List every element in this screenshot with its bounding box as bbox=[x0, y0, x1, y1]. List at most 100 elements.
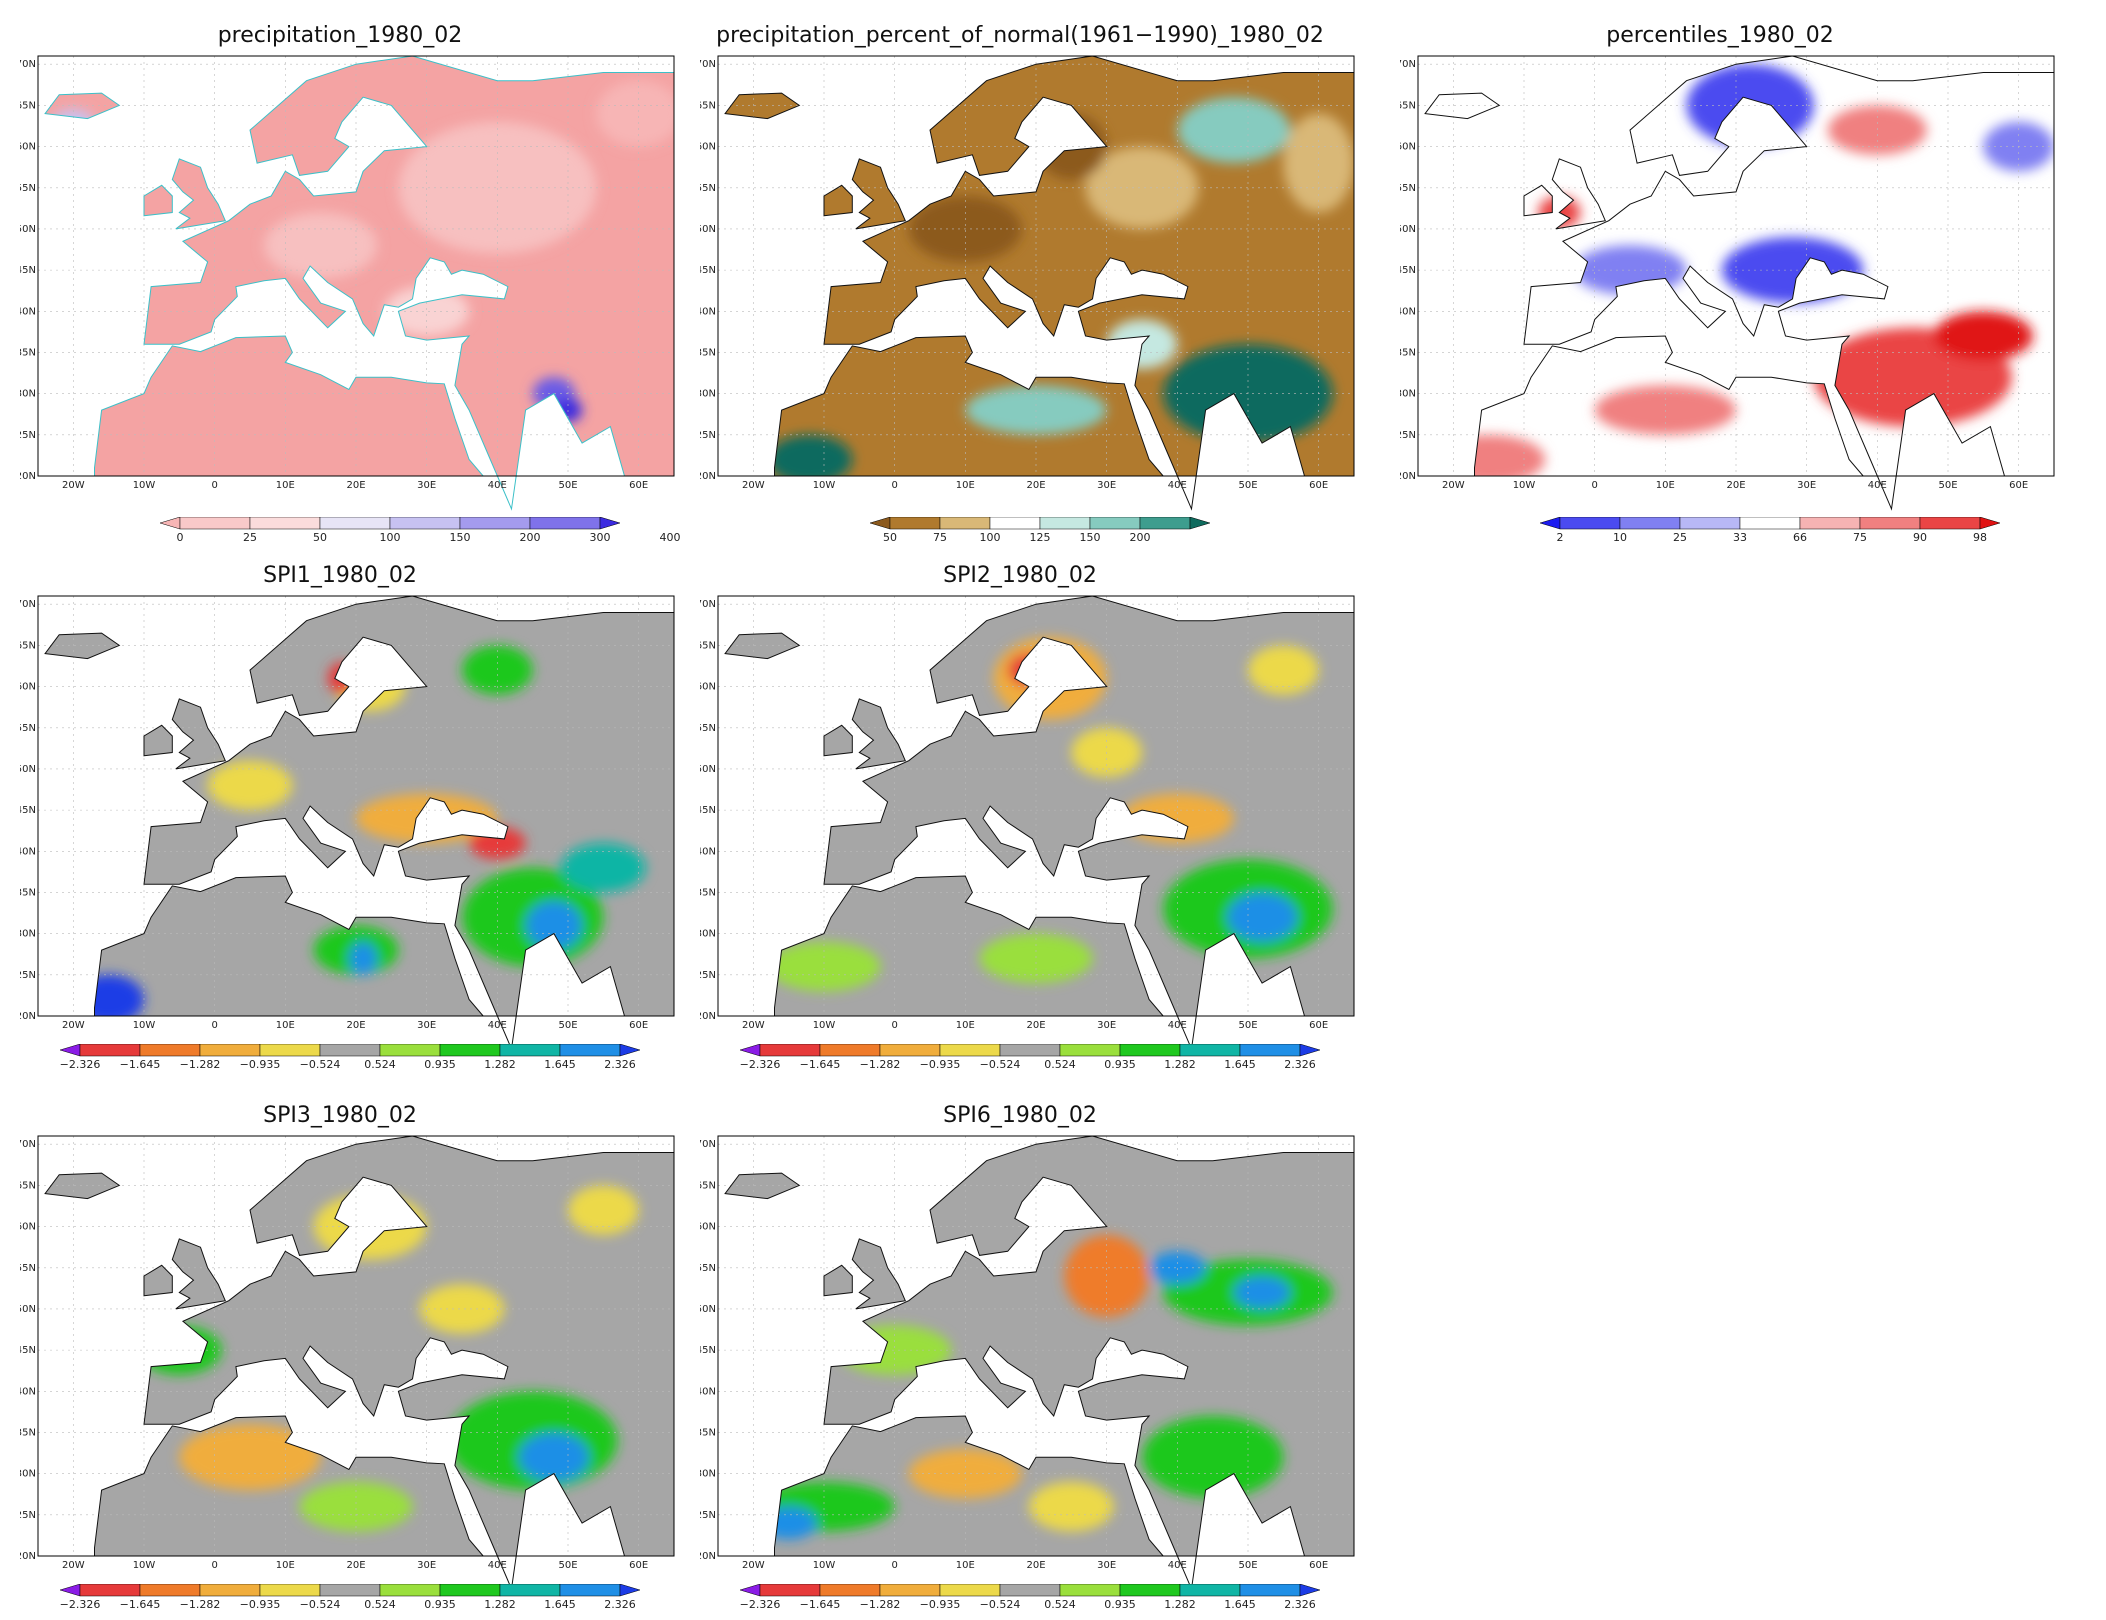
lon-label: 20E bbox=[346, 480, 365, 491]
lon-label: 50E bbox=[558, 480, 577, 491]
lon-label: 10W bbox=[1513, 480, 1536, 491]
colorbar-swatch bbox=[319, 1584, 381, 1597]
lat-label: 65N bbox=[20, 1180, 36, 1191]
lat-label: 30N bbox=[700, 1469, 716, 1480]
panel-title: precipitation_1980_02 bbox=[217, 23, 463, 48]
lat-label: 60N bbox=[20, 682, 36, 693]
colorbar-swatch bbox=[499, 1584, 561, 1597]
lon-label: 20W bbox=[742, 1020, 765, 1031]
colorbar-label: −2.326 bbox=[59, 1598, 101, 1611]
lat-label: 65N bbox=[700, 640, 716, 651]
lon-label: 10W bbox=[813, 480, 836, 491]
lat-label: 30N bbox=[20, 389, 36, 400]
colorbar-label: 150 bbox=[449, 531, 471, 544]
colorbar-swatch bbox=[819, 1044, 881, 1057]
colorbar-label: 0.524 bbox=[1044, 1598, 1076, 1611]
lon-label: 20E bbox=[1026, 1560, 1045, 1571]
lat-label: 20N bbox=[1400, 471, 1416, 482]
colorbar-swatch bbox=[79, 1044, 141, 1057]
map-spi3: 70N 65N 60N 55N 50N 45N 40N 35N 30N 25N 20N 20W 10W 0… bbox=[20, 1135, 675, 1591]
lat-label: 40N bbox=[20, 1386, 36, 1397]
colorbar-label: 100 bbox=[979, 531, 1001, 544]
colorbar-label: 0 bbox=[176, 531, 184, 544]
lat-label: 35N bbox=[1400, 347, 1416, 358]
panel-title: SPI1_1980_02 bbox=[263, 563, 417, 588]
lat-label: 65N bbox=[20, 100, 36, 111]
lat-label: 55N bbox=[20, 1263, 36, 1274]
colorbar-swatch bbox=[379, 1584, 441, 1597]
colorbar-swatch bbox=[139, 1584, 201, 1597]
colorbar-bar bbox=[1540, 517, 2000, 530]
colorbar-swatch bbox=[459, 517, 531, 530]
field-blob bbox=[1028, 1481, 1114, 1532]
colorbar-swatch bbox=[199, 1584, 261, 1597]
colorbar-label: 1.282 bbox=[484, 1058, 516, 1071]
colorbar-swatch bbox=[379, 1044, 441, 1057]
colorbar-swatch bbox=[740, 1044, 761, 1057]
panel-title: SPI3_1980_02 bbox=[263, 1103, 417, 1128]
lat-label: 40N bbox=[700, 1386, 716, 1397]
map-frame bbox=[717, 1135, 1355, 1557]
colorbar-swatch bbox=[759, 1044, 821, 1057]
lat-label: 35N bbox=[700, 887, 716, 898]
lat-label: 35N bbox=[700, 1427, 716, 1438]
colorbar-bar bbox=[60, 1584, 640, 1597]
colorbar-spi6: −2.326 −1.645 −1.282 −0.935 −0.524 0.524 0.935… bbox=[740, 1584, 1320, 1614]
colorbar-label: 50 bbox=[313, 531, 327, 544]
colorbar-bar bbox=[870, 517, 1210, 530]
lat-label: 60N bbox=[700, 142, 716, 153]
lon-label: 60E bbox=[1309, 480, 1328, 491]
lon-label: 20E bbox=[346, 1560, 365, 1571]
lat-label: 25N bbox=[700, 1510, 716, 1521]
colorbar-swatch bbox=[60, 1584, 81, 1597]
lon-label: 10E bbox=[276, 1020, 295, 1031]
panel-title: percentiles_1980_02 bbox=[1606, 23, 1834, 48]
colorbar-swatch bbox=[1239, 1044, 1301, 1057]
field-blob bbox=[560, 843, 646, 893]
colorbar-label: 2.326 bbox=[604, 1058, 636, 1071]
lon-label: 50E bbox=[1238, 1560, 1257, 1571]
colorbar-swatch bbox=[559, 1584, 621, 1597]
lon-label: 60E bbox=[2009, 480, 2028, 491]
colorbar-label: 0.524 bbox=[364, 1598, 396, 1611]
lon-label: 10E bbox=[1656, 480, 1675, 491]
lat-label: 30N bbox=[20, 1469, 36, 1480]
colorbar-label: 0.524 bbox=[1044, 1058, 1076, 1071]
colorbar-label: 2.326 bbox=[1284, 1598, 1316, 1611]
lat-label: 35N bbox=[700, 347, 716, 358]
lat-label: 70N bbox=[20, 599, 36, 610]
lat-label: 60N bbox=[20, 1222, 36, 1233]
colorbar-swatch bbox=[999, 1044, 1061, 1057]
colorbar-swatch bbox=[999, 1584, 1061, 1597]
colorbar-swatch bbox=[1859, 517, 1921, 530]
lon-label: 60E bbox=[1309, 1560, 1328, 1571]
colorbar-label: 125 bbox=[1029, 531, 1051, 544]
colorbar-label: 2.326 bbox=[1284, 1058, 1316, 1071]
colorbar-label: 90 bbox=[1913, 531, 1927, 544]
lon-label: 10E bbox=[276, 480, 295, 491]
colorbar-swatch bbox=[439, 1044, 501, 1057]
field-blob bbox=[1933, 311, 2033, 361]
field-blob bbox=[348, 941, 378, 975]
panel-title: SPI6_1980_02 bbox=[943, 1103, 1097, 1128]
colorbar-swatch bbox=[1239, 1584, 1301, 1597]
panel-spi3: SPI3_1980_02 70N 65N 60N 55N 50N 45N 40N 35N 30N… bbox=[20, 1100, 680, 1620]
colorbar-swatch bbox=[259, 1584, 321, 1597]
colorbar-label: 2 bbox=[1556, 531, 1564, 544]
colorbar-swatch bbox=[1799, 517, 1861, 530]
lat-label: 30N bbox=[700, 389, 716, 400]
lat-label: 20N bbox=[700, 1011, 716, 1022]
lon-label: 50E bbox=[1938, 480, 1957, 491]
lat-label: 70N bbox=[20, 1139, 36, 1150]
lat-label: 30N bbox=[20, 929, 36, 940]
colorbar-label: −0.524 bbox=[299, 1058, 341, 1071]
colorbar-label: −0.935 bbox=[919, 1058, 961, 1071]
lat-label: 45N bbox=[20, 265, 36, 276]
graticule bbox=[718, 1136, 1354, 1556]
field-blob bbox=[419, 1284, 505, 1334]
colorbar-label: 150 bbox=[1079, 531, 1101, 544]
map-frame bbox=[37, 55, 675, 477]
field-blob bbox=[767, 434, 853, 485]
colorbar-label: 1.282 bbox=[484, 1598, 516, 1611]
lat-label: 40N bbox=[1400, 306, 1416, 317]
